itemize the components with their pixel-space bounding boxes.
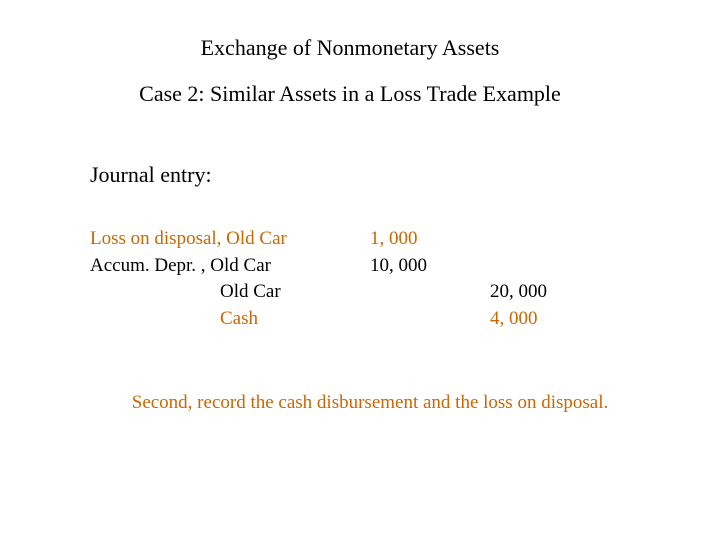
- page-title: Exchange of Nonmonetary Assets: [70, 35, 630, 61]
- debit-cell: [370, 306, 490, 333]
- debit-cell: 10, 000: [370, 253, 490, 280]
- page-subtitle: Case 2: Similar Assets in a Loss Trade E…: [70, 81, 630, 107]
- debit-cell: [370, 279, 490, 306]
- credit-cell: 20, 000: [490, 279, 610, 306]
- account-cell: Accum. Depr. , Old Car: [90, 253, 370, 280]
- account-cell: Loss on disposal, Old Car: [90, 226, 370, 253]
- credit-cell: [490, 253, 610, 280]
- section-header: Journal entry:: [90, 162, 630, 188]
- table-row: Loss on disposal, Old Car 1, 000: [90, 226, 630, 253]
- credit-cell: 4, 000: [490, 306, 610, 333]
- journal-entry-table: Loss on disposal, Old Car 1, 000 Accum. …: [90, 226, 630, 332]
- debit-cell: 1, 000: [370, 226, 490, 253]
- credit-cell: [490, 226, 610, 253]
- table-row: Old Car 20, 000: [90, 279, 630, 306]
- footer-note: Second, record the cash disbursement and…: [90, 392, 630, 414]
- table-row: Accum. Depr. , Old Car 10, 000: [90, 253, 630, 280]
- account-cell: Old Car: [90, 279, 370, 306]
- account-cell: Cash: [90, 306, 370, 333]
- table-row: Cash 4, 000: [90, 306, 630, 333]
